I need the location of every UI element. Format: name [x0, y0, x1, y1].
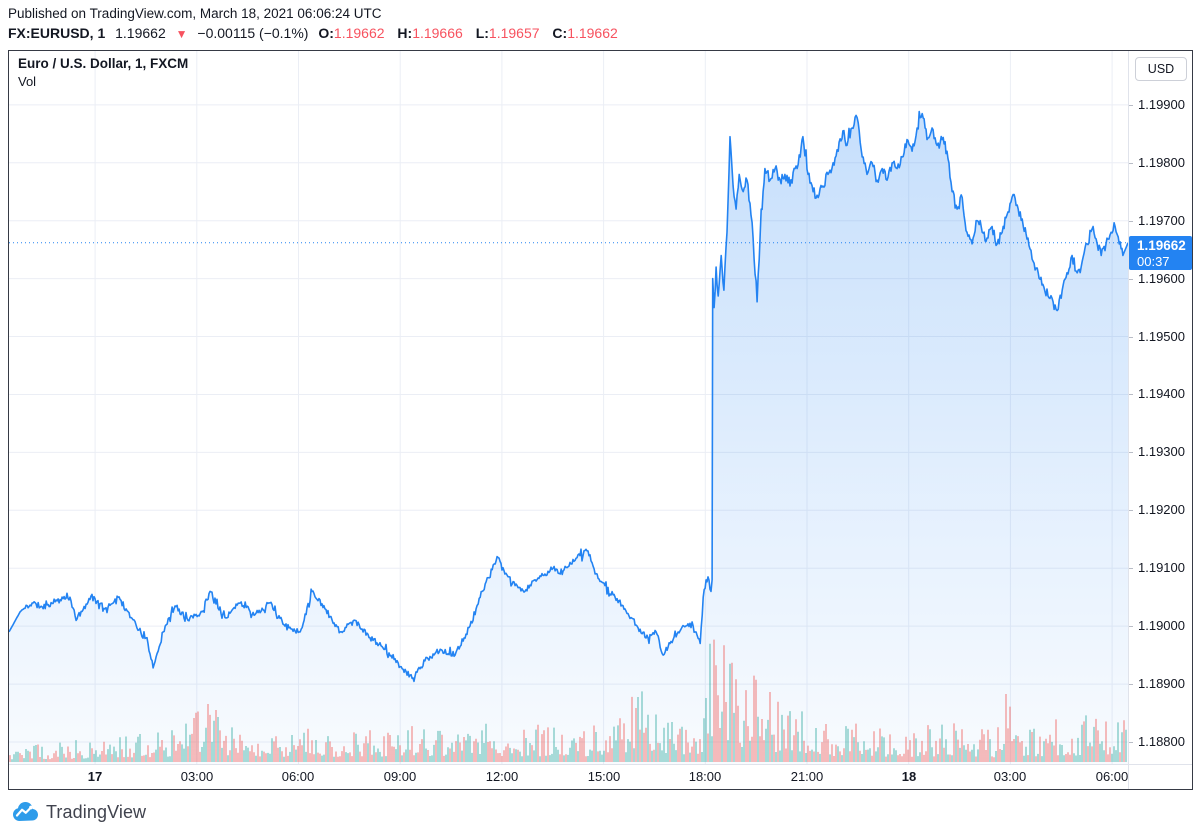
- price-axis-label: 1.18900: [1138, 676, 1185, 691]
- published-line: Published on TradingView.com, March 18, …: [8, 6, 382, 21]
- time-axis-label: 06:00: [1095, 769, 1128, 784]
- legend-volume-label: Vol: [18, 74, 37, 89]
- close-value: 1.19662: [567, 25, 618, 41]
- time-axis-label: 21:00: [790, 769, 824, 784]
- price-axis-label: 1.19200: [1138, 502, 1185, 517]
- price-axis-tick: [1129, 684, 1133, 685]
- price-axis-label: 1.19700: [1138, 213, 1185, 228]
- chart-widget: Euro / U.S. Dollar, 1, FXCM Vol 1.19662 …: [8, 50, 1193, 790]
- time-axis-label: 15:00: [587, 769, 621, 784]
- symbol-status-line: FX:EURUSD, 1 1.19662 ▼ −0.00115 (−0.1%) …: [8, 25, 627, 41]
- close-label: C:: [552, 25, 568, 41]
- price-chart-plot[interactable]: Euro / U.S. Dollar, 1, FXCM Vol: [9, 51, 1128, 764]
- price-axis-label: 1.19900: [1138, 97, 1185, 112]
- price-axis-label: 1.19000: [1138, 618, 1185, 633]
- price-axis-tick: [1129, 568, 1133, 569]
- volume-bars-up: [11, 643, 1127, 762]
- low-value: 1.19657: [488, 25, 540, 41]
- price-axis-tick: [1129, 221, 1133, 222]
- time-axis[interactable]: 17 03:00 06:00 09:00 12:00 15:00 18:00 21:00 18 0…: [9, 765, 1128, 789]
- price-axis[interactable]: 1.19662 00:37 1.19900 1.19800 1.19700 1.196…: [1129, 51, 1192, 764]
- last-price-tag-value: 1.19662: [1137, 238, 1186, 253]
- time-axis-label: 09:00: [383, 769, 417, 784]
- arrow-down-icon: ▼: [175, 27, 188, 41]
- tradingview-logo-text: TradingView: [46, 801, 147, 822]
- open-value: 1.19662: [333, 25, 385, 41]
- price-axis-label: 1.19800: [1138, 155, 1185, 170]
- open-label: O:: [318, 25, 334, 41]
- currency-unit-badge[interactable]: USD: [1135, 57, 1187, 81]
- high-label: H:: [397, 25, 413, 41]
- time-axis-label: 06:00: [281, 769, 315, 784]
- price-axis-label: 1.19400: [1138, 386, 1185, 401]
- time-axis-separator: [9, 764, 1192, 765]
- price-axis-tick: [1129, 337, 1133, 338]
- price-axis-tick: [1129, 626, 1133, 627]
- price-axis-tick: [1129, 452, 1133, 453]
- time-axis-label: 03:00: [180, 769, 214, 784]
- price-axis-tick: [1129, 742, 1133, 743]
- time-axis-label: 17: [87, 769, 103, 784]
- currency-unit-label: USD: [1147, 62, 1175, 76]
- bar-countdown: 00:37: [1137, 254, 1170, 269]
- tradingview-cloud-icon: [13, 802, 38, 821]
- price-axis-label: 1.19300: [1138, 444, 1185, 459]
- high-value: 1.19666: [412, 25, 463, 41]
- volume-bars-down: [9, 639, 1125, 762]
- price-axis-tick: [1129, 105, 1133, 106]
- price-axis-label: 1.18800: [1138, 734, 1185, 749]
- low-label: L:: [475, 25, 489, 41]
- legend-symbol-title: Euro / U.S. Dollar, 1, FXCM: [18, 56, 189, 71]
- last-price: 1.19662: [115, 25, 166, 41]
- time-axis-label: 12:00: [485, 769, 519, 784]
- price-axis-tick: [1129, 279, 1133, 280]
- price-line: [9, 110, 1128, 683]
- last-price-tag: 1.19662 00:37: [1129, 236, 1192, 270]
- price-axis-label: 1.19100: [1138, 560, 1185, 575]
- chart-canvas: [9, 51, 1128, 764]
- symbol-name: FX:EURUSD, 1: [8, 25, 106, 41]
- time-axis-label: 03:00: [993, 769, 1027, 784]
- price-axis-tick: [1129, 394, 1133, 395]
- price-axis-label: 1.19500: [1138, 329, 1185, 344]
- area-fill: [9, 111, 1128, 764]
- time-axis-label: 18:00: [688, 769, 722, 784]
- price-axis-label: 1.19600: [1138, 271, 1185, 286]
- chart-legend: Euro / U.S. Dollar, 1, FXCM Vol: [18, 56, 188, 89]
- price-axis-separator: [1128, 51, 1129, 789]
- price-axis-tick: [1129, 510, 1133, 511]
- time-axis-label: 18: [901, 769, 917, 784]
- tradingview-logo[interactable]: TradingView: [10, 800, 146, 824]
- price-change: −0.00115 (−0.1%): [197, 25, 309, 41]
- price-axis-tick: [1129, 163, 1133, 164]
